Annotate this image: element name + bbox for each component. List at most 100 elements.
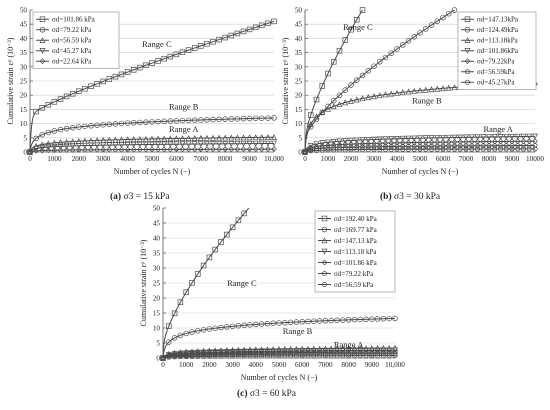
series-point <box>351 316 358 323</box>
legend-marker <box>321 248 328 255</box>
series-point <box>200 327 207 333</box>
y-axis-label: Cumulative strain εᵖ (10⁻³) <box>139 239 148 326</box>
series-point <box>463 143 469 149</box>
series-point <box>394 136 400 142</box>
series-point <box>532 138 538 145</box>
series-point <box>382 136 389 143</box>
series-point <box>445 139 452 145</box>
series-point <box>339 347 346 354</box>
series-point <box>216 116 222 123</box>
series-point <box>200 262 207 269</box>
series-point <box>405 146 412 152</box>
series-point <box>440 134 446 141</box>
legend-marker <box>39 37 46 44</box>
series-point <box>124 142 131 148</box>
series-point <box>307 143 314 149</box>
series-point <box>177 352 184 358</box>
series-point <box>497 138 504 145</box>
series-point <box>342 138 349 145</box>
series-point <box>331 97 337 104</box>
y-tick-label: 10 <box>295 120 303 128</box>
series-point <box>520 138 527 145</box>
y-tick-label: 0 <box>298 149 302 157</box>
series-point <box>179 135 186 142</box>
series-point <box>124 69 131 75</box>
series-point <box>167 141 174 148</box>
series-point <box>69 138 76 145</box>
series-point <box>457 139 464 145</box>
series-point <box>173 135 180 142</box>
series-point <box>264 140 271 147</box>
series-point <box>51 128 58 134</box>
legend-entry: σd=45.27 kPa <box>52 47 92 55</box>
series-point <box>363 349 369 356</box>
y-axis-label: Cumulative strain εᵖ (10⁻³) <box>6 37 15 124</box>
series-point <box>380 349 387 355</box>
series-point <box>440 146 446 152</box>
x-tick-label: 9000 <box>242 155 257 163</box>
series-point <box>474 138 481 145</box>
y-tick-label: 35 <box>20 49 28 57</box>
series-point <box>365 136 372 143</box>
y-tick-label: 0 <box>156 355 160 363</box>
y-tick-label: 45 <box>153 220 161 228</box>
series-point <box>206 254 213 261</box>
series-point <box>380 315 387 322</box>
series-point <box>386 315 392 322</box>
series-point <box>313 96 320 103</box>
series-point <box>377 143 383 149</box>
series-point <box>457 143 463 149</box>
series-point <box>388 146 395 152</box>
series-point <box>63 93 70 100</box>
series-point <box>392 347 398 354</box>
series-point <box>51 147 58 154</box>
legend-entry: σd=22.64 kPa <box>52 58 92 66</box>
series-point <box>228 116 235 122</box>
series-point <box>382 54 389 61</box>
range-annotation: Range B <box>412 96 442 106</box>
series-point <box>240 115 247 122</box>
series-point <box>51 99 58 105</box>
series-point <box>63 138 70 145</box>
series-point <box>480 138 487 145</box>
series-point <box>210 38 216 45</box>
series-point <box>405 88 412 95</box>
series-point <box>246 140 253 147</box>
series-5 <box>302 138 538 155</box>
series-point <box>351 347 358 354</box>
series-point <box>189 280 195 286</box>
series-point <box>130 120 137 126</box>
series-point <box>45 147 52 154</box>
panel-caption: (c) σ3 = 60 kPa <box>237 388 297 399</box>
series-point <box>241 210 247 217</box>
y-tick-label: 10 <box>153 325 161 333</box>
range-annotation: Range C <box>142 39 172 49</box>
series-point <box>345 317 352 323</box>
series-point <box>51 139 58 146</box>
series-point <box>118 71 125 78</box>
series-point <box>216 36 222 43</box>
legend-entry: σd=169.77 kPa <box>334 226 378 234</box>
y-tick-label: 35 <box>295 49 303 57</box>
series-point <box>308 146 314 152</box>
x-tick-label: 1000 <box>179 361 194 369</box>
series-point <box>394 146 400 152</box>
series-point <box>392 353 398 359</box>
series-point <box>229 323 236 330</box>
series-line <box>304 9 363 153</box>
y-tick-label: 0 <box>23 149 27 157</box>
series-point <box>143 62 149 69</box>
legend-entry: σd=45.27kPa <box>477 79 515 87</box>
legend-entry: σd=101.86 kPa <box>334 259 378 267</box>
series-point <box>363 316 369 323</box>
series-point <box>394 46 400 52</box>
series-line <box>304 148 536 153</box>
series-point <box>235 350 242 357</box>
series-point <box>382 143 389 149</box>
series-point <box>411 34 418 40</box>
series-point <box>371 140 377 147</box>
series-point <box>474 142 481 149</box>
series-point <box>357 316 363 323</box>
series-point <box>57 139 64 146</box>
series-point <box>388 50 395 56</box>
